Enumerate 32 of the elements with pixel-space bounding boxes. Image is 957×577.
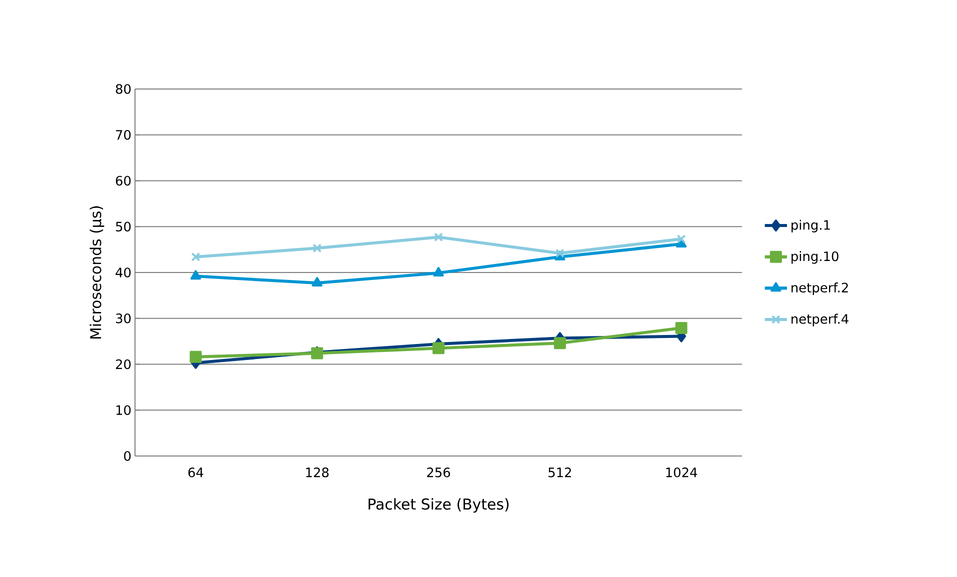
point xyxy=(190,270,202,280)
point xyxy=(434,232,444,242)
point xyxy=(312,244,322,253)
point xyxy=(555,248,564,258)
x-tick-label: 256 xyxy=(427,468,450,478)
point xyxy=(675,322,688,334)
point xyxy=(433,266,444,276)
y-tick-label: 70 xyxy=(116,130,131,140)
x-tick-label: 128 xyxy=(306,468,329,478)
point xyxy=(554,337,566,350)
y-tick-label: 40 xyxy=(116,268,131,278)
point xyxy=(312,277,322,287)
y-tick-label: 80 xyxy=(116,84,131,94)
legend-label: ping.10 xyxy=(792,251,838,264)
x-axis-title: Packet Size (Bytes) xyxy=(368,498,509,513)
y-tick-label: 0 xyxy=(124,451,131,461)
legend-label: netperf.2 xyxy=(792,282,848,296)
y-tick-label: 10 xyxy=(116,405,131,416)
y-tick-label: 30 xyxy=(116,313,131,324)
y-tick-label: 50 xyxy=(116,222,131,232)
y-tick-label: 60 xyxy=(116,176,131,186)
y-tick-label: 20 xyxy=(116,359,131,370)
point xyxy=(190,350,202,363)
legend-label: netperf.4 xyxy=(792,314,848,326)
x-tick-label: 512 xyxy=(548,468,571,478)
x-tick-label: 64 xyxy=(188,468,204,478)
point xyxy=(191,252,200,262)
point xyxy=(432,342,445,354)
point xyxy=(676,234,686,244)
x-tick-label: 1024 xyxy=(666,468,698,478)
y-axis-title: Microseconds (μs) xyxy=(90,206,104,339)
legend-label: ping.1 xyxy=(792,220,830,232)
